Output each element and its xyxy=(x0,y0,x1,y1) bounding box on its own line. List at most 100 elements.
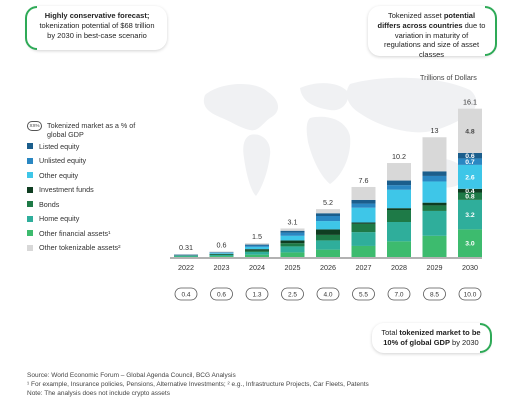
bar-segment xyxy=(316,229,340,235)
gdp-percent-label: 7.0 xyxy=(394,292,403,299)
legend-item: Listed equity xyxy=(27,139,137,154)
bar-segment xyxy=(422,171,447,176)
bar-total-label: 5.2 xyxy=(323,198,333,207)
bar-segment xyxy=(422,202,447,206)
bar-segment xyxy=(280,240,305,244)
legend-label: Other tokenizable assets² xyxy=(39,243,121,253)
bar-total-label: 7.6 xyxy=(359,176,369,185)
bar-segment xyxy=(387,221,411,242)
bar-segment xyxy=(245,243,269,245)
callout-country-variation: Tokenized asset potential differs across… xyxy=(368,6,497,59)
gdp-oval xyxy=(174,287,198,301)
bar-total-label: 0.6 xyxy=(217,240,227,249)
legend-gdp-label: Tokenized market as a % of global GDP xyxy=(47,121,136,139)
bar-segment xyxy=(209,253,234,255)
bar-segment xyxy=(387,163,411,181)
legend-swatch xyxy=(27,230,33,237)
callout-accent xyxy=(485,6,497,56)
legend-label: Unlisted equity xyxy=(39,156,87,166)
bar-segment xyxy=(422,205,447,211)
world-map-background xyxy=(203,77,477,196)
bar-segment xyxy=(174,255,198,257)
callout-bottom-text: by 2030 xyxy=(449,337,479,347)
bar-segment xyxy=(458,229,482,257)
gdp-percent-label: 10.0 xyxy=(464,292,477,299)
bar-segment xyxy=(245,251,269,255)
x-tick-label: 2025 xyxy=(285,263,301,272)
bar-segment xyxy=(458,192,482,200)
bar-segment xyxy=(458,199,482,230)
legend-item: Bonds xyxy=(27,197,137,212)
bar-total-label: 1.5 xyxy=(252,232,262,241)
legend-swatch xyxy=(27,215,33,222)
gdp-oval xyxy=(458,287,482,301)
bar-segment xyxy=(280,235,305,241)
legend-label: Investment funds xyxy=(39,185,94,195)
unit-label: Trillions of Dollars xyxy=(420,73,477,82)
legend-label: Home equity xyxy=(39,214,80,224)
bar-segment xyxy=(351,186,376,200)
bar-segment xyxy=(351,232,376,246)
x-tick-label: 2027 xyxy=(356,263,372,272)
bar-segment xyxy=(351,207,376,223)
bar-segment xyxy=(245,250,269,252)
segment-value-label: 0.8 xyxy=(465,194,475,201)
bar-segment xyxy=(316,249,340,257)
x-tick-label: 2028 xyxy=(391,263,407,272)
analysis-note: Note: The analysis does not include cryp… xyxy=(27,389,170,397)
x-tick-label: 2030 xyxy=(462,263,478,272)
callout-left-text: tokenization potential of $68 trillion b… xyxy=(39,20,155,40)
bar-segment xyxy=(422,137,447,172)
legend-item: Other tokenizable assets² xyxy=(27,241,137,256)
bar-segment xyxy=(351,222,376,224)
gdp-oval xyxy=(245,287,269,301)
x-tick-label: 2022 xyxy=(178,263,194,272)
bar-total-label: 10.2 xyxy=(392,152,406,161)
bar-segment xyxy=(458,108,482,153)
gdp-percent-label: 8.5 xyxy=(430,292,439,299)
bar-segment xyxy=(245,254,269,257)
bar-segment xyxy=(245,245,269,247)
callout-left-bold: Highly conservative forecast; xyxy=(44,11,150,20)
bar-segment xyxy=(387,185,411,190)
legend-label: Bonds xyxy=(39,199,60,209)
callout-bottom-bold2: 10% of global GDP xyxy=(383,337,450,347)
legend-item: Unlisted equity xyxy=(27,154,137,169)
callout-right-pre: Tokenized asset xyxy=(387,11,444,20)
bar-total-label: 16.1 xyxy=(463,98,477,107)
legend-swatch xyxy=(27,244,33,251)
legend-gdp-item: XX% Tokenized market as a % of global GD… xyxy=(27,121,137,139)
gdp-oval xyxy=(316,287,340,301)
bar-segment xyxy=(351,203,376,208)
gdp-oval xyxy=(210,287,233,301)
bar-segment xyxy=(387,189,411,209)
bar-segment xyxy=(280,246,305,253)
bar-segment xyxy=(316,213,340,217)
x-tick-label: 2024 xyxy=(249,263,265,272)
bar-segment xyxy=(351,245,376,257)
bar-segment xyxy=(422,210,447,236)
callout-right-text: due to variation in maturity of regulati… xyxy=(383,20,486,59)
legend-swatch xyxy=(27,157,33,164)
legend-item: Investment funds xyxy=(27,183,137,198)
bar-segment xyxy=(316,240,340,250)
bar-segment xyxy=(209,253,234,254)
gdp-oval xyxy=(423,287,446,301)
legend-item: Home equity xyxy=(27,212,137,227)
gdp-percent-label: 1.3 xyxy=(252,292,261,299)
bar-segment xyxy=(422,181,447,203)
gdp-percent-label: 0.6 xyxy=(217,292,226,299)
callout-accent xyxy=(25,6,37,50)
segment-value-label: 3.2 xyxy=(465,212,475,219)
segment-value-label: 3.0 xyxy=(465,241,475,248)
segment-value-label: 0.7 xyxy=(465,159,475,166)
gdp-oval xyxy=(387,287,411,301)
bar-segment xyxy=(387,241,411,257)
bar-segment xyxy=(458,164,482,189)
bar-segment xyxy=(280,252,305,257)
bar-segment xyxy=(245,249,269,251)
bar-segment xyxy=(316,209,340,214)
bar-segment xyxy=(351,223,376,233)
legend-swatch xyxy=(27,201,33,208)
